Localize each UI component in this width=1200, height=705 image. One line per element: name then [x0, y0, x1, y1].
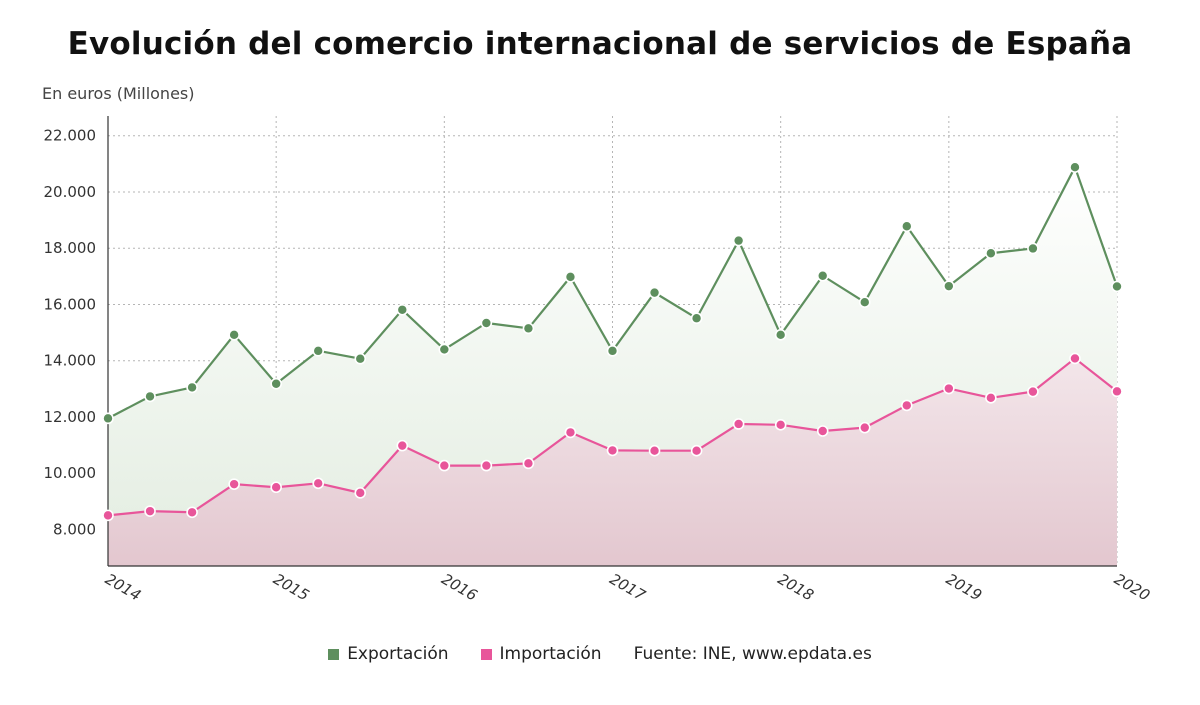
data-point-import — [396, 439, 409, 452]
data-point-export — [522, 322, 535, 335]
data-point-export — [312, 345, 325, 357]
y-tick-label: 20.000 — [44, 183, 97, 201]
axes — [107, 116, 1117, 567]
data-point-export — [943, 280, 955, 292]
legend-swatch-import — [480, 648, 492, 660]
data-point-import — [1027, 385, 1039, 398]
data-point-import — [102, 509, 114, 522]
source-text: Fuente: INE, www.epdata.es — [633, 644, 872, 664]
y-tick-label: 18.000 — [44, 239, 97, 257]
x-tick-label: 2018 — [775, 570, 817, 605]
legend-item-import[interactable]: Importación — [480, 644, 602, 664]
data-point-export — [564, 271, 577, 283]
data-point-export — [102, 412, 114, 425]
data-point-import — [186, 506, 198, 519]
y-tick-label: 8.000 — [53, 520, 96, 538]
y-tick-label: 10.000 — [44, 464, 97, 482]
data-point-import — [900, 399, 913, 412]
data-points — [102, 161, 1123, 522]
legend-source: Fuente: INE, www.epdata.es — [634, 644, 872, 664]
data-point-import — [858, 421, 871, 434]
data-point-import — [774, 419, 787, 431]
data-point-import — [1111, 385, 1123, 398]
data-point-import — [354, 487, 367, 499]
legend-swatch-export — [328, 648, 340, 660]
legend-label-export: Exportación — [347, 644, 449, 664]
data-point-export — [396, 303, 409, 316]
data-point-import — [270, 481, 282, 494]
data-point-export — [606, 345, 619, 357]
data-point-export — [858, 296, 871, 308]
y-tick-label: 14.000 — [44, 352, 97, 370]
data-point-export — [354, 352, 367, 365]
data-point-export — [732, 234, 745, 247]
legend-item-export[interactable]: Exportación — [328, 644, 449, 664]
data-point-import — [732, 418, 745, 430]
data-point-export — [1027, 242, 1039, 255]
data-point-export — [270, 377, 282, 390]
area-export — [108, 167, 1117, 516]
y-tick-label: 12.000 — [44, 408, 97, 426]
y-tick-label: 16.000 — [44, 295, 97, 313]
data-point-import — [480, 459, 493, 472]
data-point-import — [985, 392, 997, 404]
data-point-import — [564, 426, 577, 439]
data-point-import — [943, 382, 955, 395]
data-point-export — [816, 269, 829, 282]
data-point-export — [985, 247, 997, 260]
y-tick-label: 22.000 — [44, 127, 97, 145]
x-tick-label: 2017 — [607, 570, 649, 605]
data-point-export — [1069, 161, 1081, 173]
x-tick-label: 2015 — [270, 570, 312, 605]
x-tick-label: 2014 — [102, 570, 144, 605]
area-import — [108, 358, 1117, 566]
data-point-export — [228, 329, 240, 341]
data-point-import — [1069, 352, 1081, 365]
data-point-export — [186, 381, 198, 394]
area-fills — [108, 167, 1117, 566]
chart-title: Evolución del comercio internacional de … — [67, 26, 1133, 62]
data-point-export — [900, 220, 913, 233]
data-point-export — [648, 286, 661, 299]
data-point-import — [312, 477, 325, 490]
legend-label-import: Importación — [499, 644, 602, 664]
data-point-import — [606, 444, 619, 457]
data-point-import — [648, 444, 661, 457]
legend: Exportación Importación Fuente: INE, www… — [0, 644, 1200, 664]
x-tick-label: 2020 — [1111, 570, 1153, 605]
data-point-import — [816, 425, 829, 437]
data-point-export — [1111, 280, 1123, 293]
x-tick-label: 2016 — [438, 570, 480, 605]
data-point-import — [144, 505, 156, 517]
data-point-export — [144, 390, 156, 403]
data-point-import — [228, 478, 240, 490]
x-tick-label: 2019 — [943, 570, 985, 605]
data-point-import — [438, 459, 451, 472]
data-point-export — [480, 317, 493, 329]
data-point-import — [522, 457, 535, 470]
y-axis-label: En euros (Millones) — [42, 84, 195, 103]
data-point-import — [690, 444, 703, 457]
data-point-export — [690, 312, 703, 325]
data-point-export — [438, 343, 451, 356]
data-point-export — [774, 329, 787, 341]
